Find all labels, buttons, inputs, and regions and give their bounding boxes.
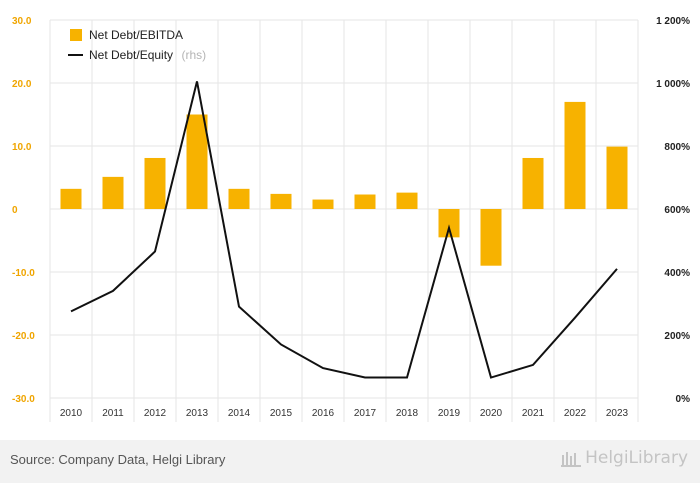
x-tick-label: 2019	[438, 408, 461, 419]
x-tick-label: 2023	[606, 408, 629, 419]
x-tick-label: 2010	[60, 408, 83, 419]
line-series	[70, 81, 618, 379]
brand-name: HelgiLibrary	[585, 448, 688, 468]
x-tick-label: 2021	[522, 408, 545, 419]
bar-2013	[186, 114, 208, 209]
legend-label-line-suffix: (rhs)	[182, 48, 207, 62]
x-tick-label: 2013	[186, 408, 209, 419]
legend-label-line: Net Debt/Equity (rhs)	[89, 46, 206, 63]
x-tick-label: 2017	[354, 408, 377, 419]
y-right-tick-label: 800%	[664, 142, 690, 153]
grid-lines	[49, 19, 639, 422]
chart: 30.0 1 200% 20.0 1 000% 10.0 800% 0 600% -10.0 40…	[12, 16, 690, 422]
x-tick-label: 2022	[564, 408, 587, 419]
x-tick-label: 2014	[228, 408, 251, 419]
x-tick-label: 2018	[396, 408, 419, 419]
bar-2010	[60, 188, 82, 209]
line-net-debt-equity	[70, 81, 618, 379]
bar-2014	[228, 188, 250, 209]
legend: Net Debt/EBITDA Net Debt/Equity (rhs)	[68, 28, 206, 63]
y-right-tick-label: 400%	[664, 268, 690, 279]
x-tick-label: 2015	[270, 408, 293, 419]
footer: Source: Company Data, Helgi Library Helg…	[0, 440, 700, 483]
bar-2012	[144, 157, 166, 209]
axes: 30.0 1 200% 20.0 1 000% 10.0 800% 0 600% -10.0 40…	[12, 16, 690, 419]
y-left-tick-label: -20.0	[12, 331, 35, 342]
y-right-tick-label: 200%	[664, 331, 690, 342]
bar-2021	[522, 157, 544, 209]
legend-swatch-bar	[70, 29, 82, 41]
bar-2023	[606, 146, 628, 209]
y-left-tick-label: -30.0	[12, 394, 35, 405]
bar-2022	[564, 101, 586, 209]
legend-label-bar: Net Debt/EBITDA	[89, 28, 183, 42]
y-left-tick-label: 0	[12, 205, 18, 216]
x-tick-label: 2020	[480, 408, 503, 419]
legend-label-line-name: Net Debt/Equity	[89, 48, 173, 62]
library-icon	[561, 452, 582, 467]
y-left-tick-label: 20.0	[12, 79, 32, 90]
brand-logo: HelgiLibrary	[561, 448, 688, 468]
y-right-tick-label: 600%	[664, 205, 690, 216]
y-left-tick-label: 10.0	[12, 142, 32, 153]
y-right-tick-label: 1 200%	[656, 16, 690, 27]
bar-2018	[396, 192, 418, 209]
bar-2011	[102, 176, 124, 209]
bar-2019	[438, 209, 460, 238]
bar-series	[60, 101, 628, 266]
x-tick-label: 2011	[102, 408, 124, 419]
y-left-tick-label: -10.0	[12, 268, 35, 279]
y-right-tick-label: 1 000%	[656, 79, 690, 90]
bar-2020	[480, 209, 502, 266]
bar-2016	[312, 199, 334, 209]
x-tick-label: 2016	[312, 408, 335, 419]
source-note: Source: Company Data, Helgi Library	[10, 452, 226, 467]
y-right-tick-label: 0%	[676, 394, 691, 405]
bar-2017	[354, 194, 376, 209]
bar-2015	[270, 193, 292, 209]
x-tick-label: 2012	[144, 408, 167, 419]
y-left-tick-label: 30.0	[12, 16, 32, 27]
